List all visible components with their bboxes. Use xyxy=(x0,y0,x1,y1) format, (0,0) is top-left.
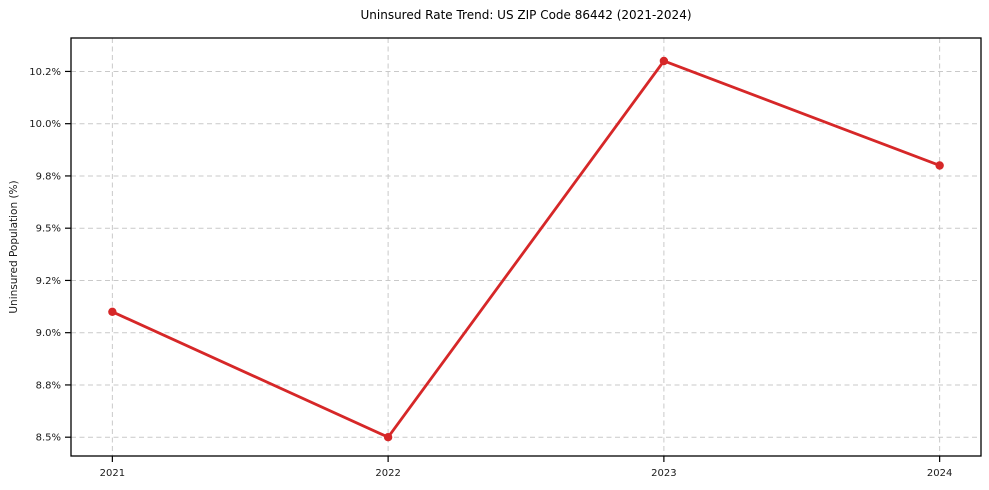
data-point xyxy=(935,161,944,170)
series-layer xyxy=(108,56,944,442)
data-point xyxy=(659,56,669,66)
y-tick-label: 8.8% xyxy=(36,380,61,391)
x-tick-label: 2023 xyxy=(651,468,676,479)
data-point xyxy=(383,432,393,442)
data-point xyxy=(108,307,117,316)
trend-line xyxy=(110,59,942,439)
y-tick-label: 9.0% xyxy=(36,328,61,339)
y-tick-label: 8.5% xyxy=(36,433,61,444)
x-tick-label: 2021 xyxy=(100,468,125,479)
axis-ticks: 2021 2022 2023 2024 8.5% 8.8% 9.0% 9.2% 9.5% 9.8%… xyxy=(29,67,952,479)
plot-border xyxy=(70,37,982,457)
x-tick-label: 2024 xyxy=(927,468,952,479)
y-tick-label: 10.0% xyxy=(29,119,61,130)
gridlines xyxy=(71,38,981,456)
y-tick-label: 10.2% xyxy=(29,67,61,78)
x-tick-label: 2022 xyxy=(375,468,400,479)
y-axis-label: Uninsured Population (%) xyxy=(8,180,20,313)
y-tick-label: 9.2% xyxy=(36,276,61,287)
y-tick-label: 9.8% xyxy=(36,171,61,182)
chart-title: Uninsured Rate Trend: US ZIP Code 86442 … xyxy=(360,8,691,22)
y-tick-label: 9.5% xyxy=(36,224,61,235)
